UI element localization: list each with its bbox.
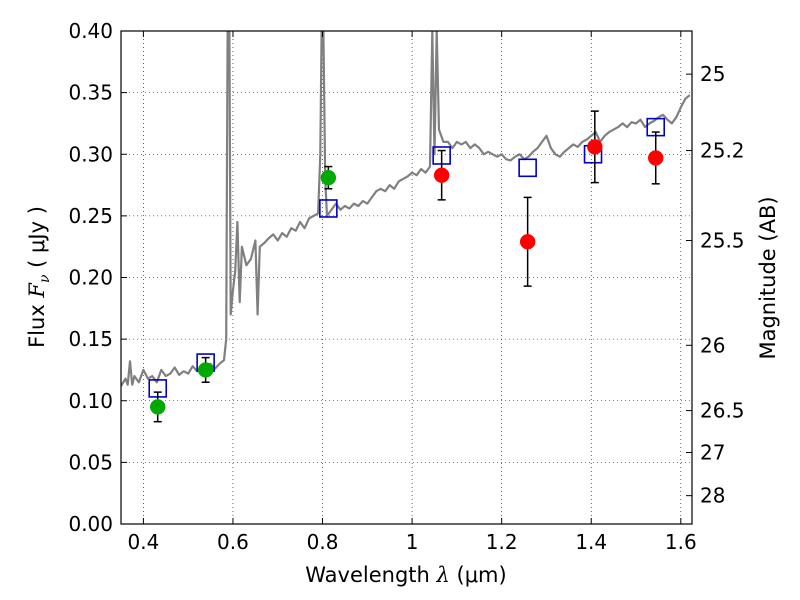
y-tick-label: 0.25 [68,204,113,228]
model-spectrum-line [121,31,691,387]
x-tick-label: 0.8 [307,530,339,554]
right-tick-label: 27 [700,441,725,465]
y-axis-label-subscript: ν [37,274,53,283]
y-axis-label-symbol: F [25,282,49,299]
x-tick-label: 0.4 [127,530,159,554]
x-tick-label: 1 [406,530,419,554]
right-tick-label: 25.5 [700,229,745,253]
model-photometry-square [518,158,537,178]
y-tick-label: 0.30 [68,142,113,166]
right-tick-label: 28 [700,484,725,508]
right-axis-label: Magnitude (AB) [756,196,780,359]
observed-point-green [149,399,166,415]
x-axis-label-symbol: λ [436,563,450,587]
x-axis-label: Wavelength λ (μm) [305,563,506,587]
y-tick-label: 0.15 [68,327,113,351]
x-tick-label: 1.4 [575,530,607,554]
x-tick-label: 1.6 [665,530,697,554]
data-markers [148,110,666,423]
axis-ticks: 0.4 0.6 0.8 1 1.2 1.4 1.6 0.00 0.05 0.10 0.15 0.20 0… [68,19,744,554]
x-tick-label: 1.2 [486,530,518,554]
observed-point-red [587,139,603,155]
y-tick-label: 0.20 [68,266,113,290]
x-tick-label: 0.6 [217,530,249,554]
observed-point-red [433,167,450,183]
y-axis-label-post: ( μJy ) [25,206,49,274]
y-tick-label: 0.05 [68,450,113,474]
observed-point-green [320,169,337,186]
right-tick-label: 25 [700,62,725,86]
plot-frame [120,30,693,525]
right-tick-label: 26.5 [700,399,745,423]
observed-point-green [197,362,214,378]
y-tick-label: 0.35 [68,81,113,105]
y-axis-label-pre: Flux [25,298,49,348]
x-axis-label-pre: Wavelength [305,563,436,587]
observed-point-red [647,150,664,166]
grid [121,30,692,525]
y-tick-label: 0.00 [68,512,113,536]
model-photometry-square [319,199,338,218]
x-axis-label-post: (μm) [450,563,507,587]
right-tick-label: 25.2 [700,139,745,163]
y-axis-label: Flux Fν ( μJy ) [25,206,53,348]
model-spectrum [121,31,691,387]
observed-point-red [519,234,536,250]
right-tick-label: 26 [700,333,725,357]
y-tick-label: 0.10 [68,389,113,413]
y-tick-label: 0.40 [68,19,113,43]
